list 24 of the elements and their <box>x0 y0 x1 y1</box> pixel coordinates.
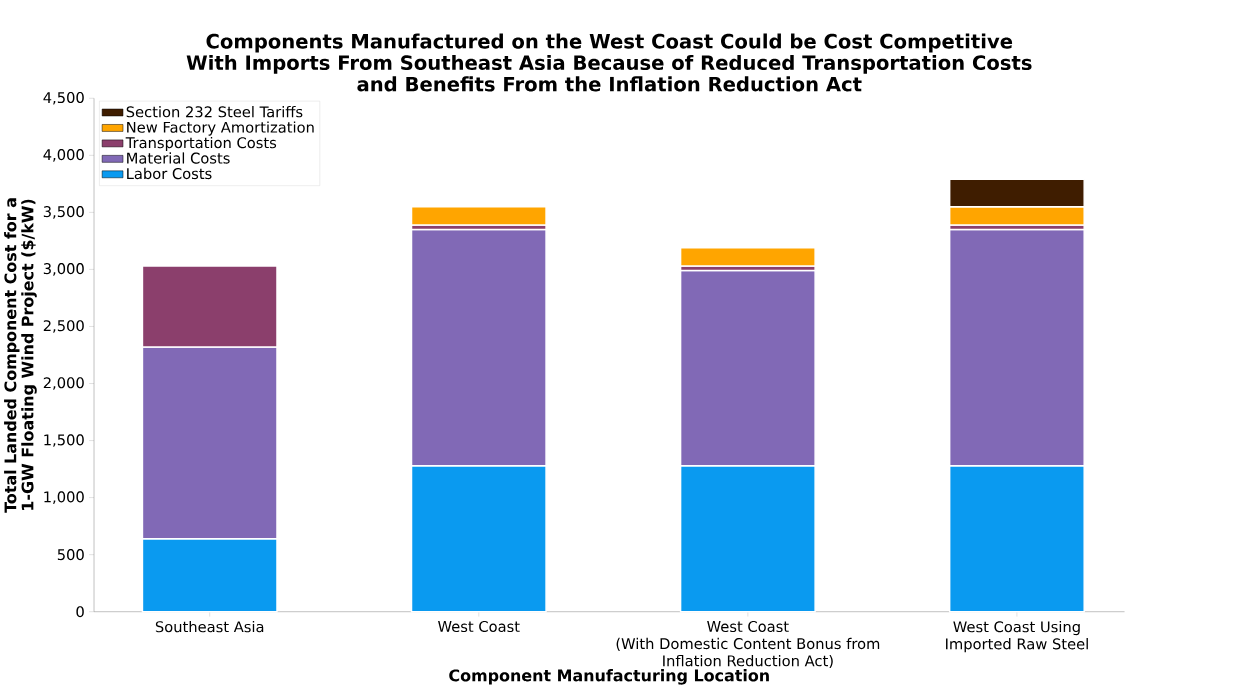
y-tick-label: 1,000 <box>44 491 84 505</box>
y-tick-label: 500 <box>57 549 84 561</box>
legend-label: New Factory Amortization <box>127 121 314 136</box>
x-tick-label: West Coast <box>438 621 520 633</box>
bar <box>679 247 816 267</box>
y-tick-label: 2,500 <box>43 320 84 334</box>
y-tick-label: 4,000 <box>43 149 84 162</box>
y-axis-title: Total Landed Component Cost for a 1-GW Floating Wind Project ($/kW) <box>4 198 37 514</box>
legend-label: Labor Costs <box>127 168 212 180</box>
x-tick-label: West Coast (With Domestic Content Bonus from Inflation Reduction Act) <box>616 621 880 669</box>
chart-title: Components Manufactured on the West Coast Could be Cost Competitive With Imports From Southeast Asia Because of Reduced Transportation Costs and Benefits From the Inflation Reduction Act <box>186 33 1032 92</box>
y-tick-label: 0 <box>76 606 84 618</box>
x-tick-label: Southeast Asia <box>155 621 264 633</box>
y-tick-label: 2,000 <box>43 377 84 391</box>
legend-label: Section 232 Steel Tariffs <box>126 106 303 118</box>
y-tick-label: 3,000 <box>43 263 84 276</box>
bar <box>410 206 547 226</box>
y-tick-label: 3,500 <box>43 206 84 219</box>
x-tick-label: West Coast Using Imported Raw Steel <box>946 621 1088 653</box>
legend-label: Material Costs <box>127 152 230 164</box>
x-axis-title: Component Manufacturing Location <box>449 669 769 685</box>
y-tick-label: 1,500 <box>44 434 84 448</box>
y-tick-label: 4,500 <box>43 92 84 105</box>
legend-label: Transportation Costs <box>125 137 277 152</box>
